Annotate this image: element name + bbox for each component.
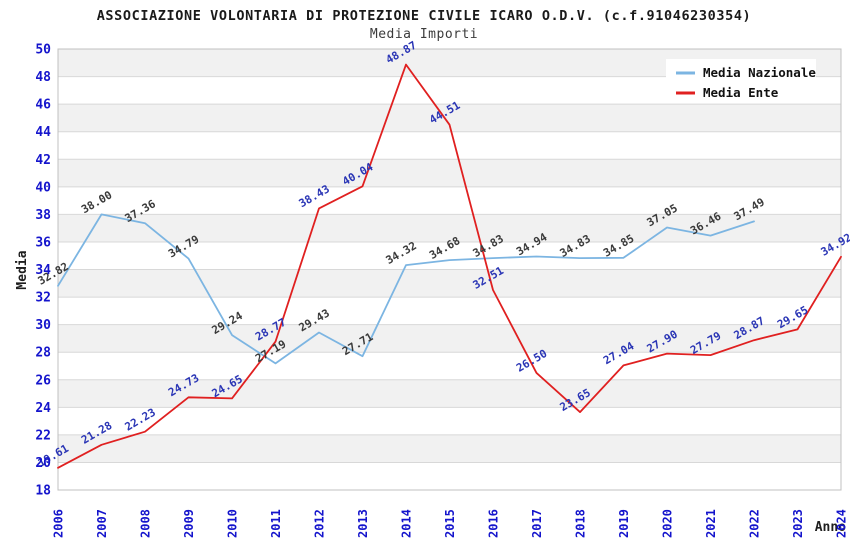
x-tick-label: 2006 [52, 509, 66, 538]
background-band [58, 269, 841, 298]
x-tick-label: 2012 [313, 509, 327, 538]
background-band [58, 462, 841, 490]
x-tick-label: 2022 [748, 509, 762, 538]
background-band [58, 186, 841, 215]
y-tick-label: 24 [35, 401, 51, 416]
legend-label-media-ente: Media Ente [703, 85, 779, 100]
y-tick-label: 36 [35, 235, 51, 250]
x-tick-label: 2023 [791, 509, 805, 538]
y-tick-label: 22 [35, 428, 51, 443]
y-axis-title: Media [15, 250, 30, 289]
background-band [58, 379, 841, 408]
y-tick-label: 30 [35, 318, 51, 333]
legend-box [666, 59, 816, 103]
x-tick-label: 2024 [835, 509, 849, 538]
y-tick-label: 42 [35, 153, 51, 168]
background-band [58, 434, 841, 463]
background-band [58, 297, 841, 325]
series-line-media-nazionale [57, 213, 755, 365]
y-tick-label: 40 [35, 180, 51, 195]
x-tick-label: 2019 [617, 509, 631, 538]
y-tick-label: 38 [35, 208, 51, 223]
x-tick-label: 2016 [487, 509, 501, 538]
y-tick-label: 26 [35, 373, 51, 388]
y-tick-label: 44 [35, 125, 51, 140]
x-tick-label: 2015 [443, 509, 457, 538]
legend-item-media-ente: Media Ente [676, 85, 779, 100]
y-tick-label: 50 [35, 43, 51, 58]
x-tick-label: 2017 [530, 509, 544, 538]
legend-label-media-nazionale: Media Nazionale [703, 65, 816, 80]
x-tick-label: 2011 [269, 509, 283, 538]
x-tick-label: 2021 [704, 509, 718, 538]
y-tick-label: 20 [35, 456, 51, 471]
x-axis-title: Anno [815, 520, 846, 535]
x-tick-label: 2013 [356, 509, 370, 538]
series-lines [57, 63, 842, 469]
background-band [58, 324, 841, 353]
chart-title: ASSOCIAZIONE VOLONTARIA DI PROTEZIONE CI… [97, 8, 752, 24]
chart-subtitle: Media Importi [370, 27, 478, 42]
x-tick-label: 2014 [400, 509, 414, 538]
y-tick-label: 48 [35, 70, 51, 85]
background-band [58, 159, 841, 187]
x-tick-label: 2010 [226, 509, 240, 538]
legend-item-media-nazionale: Media Nazionale [676, 65, 816, 80]
y-tick-label: 34 [35, 263, 51, 278]
background-band [58, 407, 841, 435]
x-tick-label: 2020 [661, 509, 675, 538]
x-tick-label: 2018 [574, 509, 588, 538]
plot-border [57, 48, 842, 491]
x-tick-label: 2009 [182, 509, 196, 538]
x-tick-label: 2007 [95, 509, 109, 538]
x-tick-label: 2008 [139, 509, 153, 538]
legend: Media Nazionale Media Ente [666, 59, 816, 103]
y-tick-label: 32 [35, 291, 51, 306]
y-tick-label: 28 [35, 346, 51, 361]
y-tick-label: 18 [35, 484, 51, 499]
series-line-media-ente [57, 63, 842, 469]
background-band [58, 214, 841, 242]
background-band [58, 131, 841, 160]
y-tick-label: 46 [35, 98, 51, 113]
background-band [58, 352, 841, 380]
background-band [58, 241, 841, 270]
